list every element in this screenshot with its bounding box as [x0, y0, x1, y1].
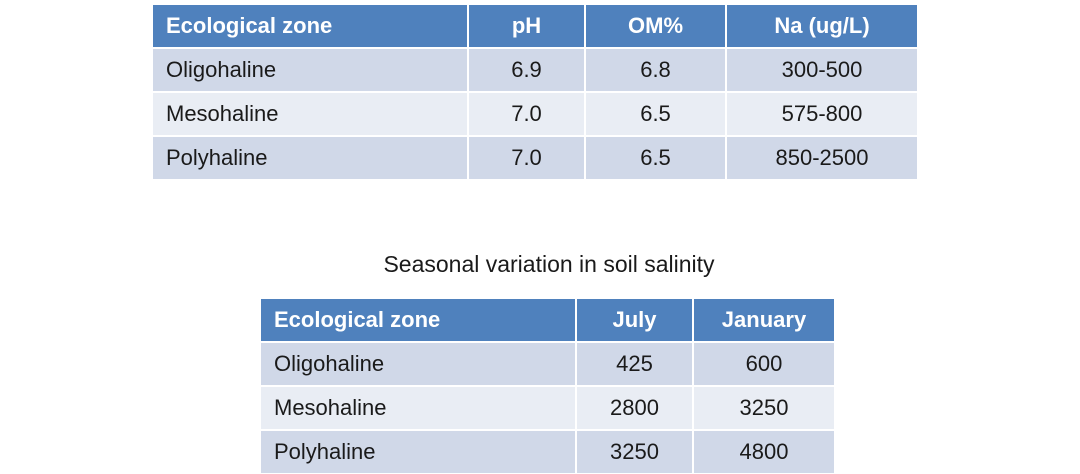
table-row: Mesohaline 7.0 6.5 575-800: [153, 92, 917, 137]
table-header-row: Ecological zone July January: [261, 299, 834, 343]
table-row: Oligohaline 425 600: [261, 342, 834, 387]
column-header-om: OM%: [585, 5, 727, 49]
table-header-row: Ecological zone pH OM% Na (ug/L): [153, 5, 917, 49]
om-cell: 6.5: [585, 136, 727, 179]
zone-cell: Oligohaline: [153, 48, 469, 93]
na-cell: 300-500: [726, 48, 917, 93]
january-cell: 600: [693, 342, 834, 387]
ph-cell: 6.9: [468, 48, 586, 93]
table-caption: Seasonal variation in soil salinity: [383, 251, 715, 277]
table-row: Oligohaline 6.9 6.8 300-500: [153, 48, 917, 93]
january-cell: 3250: [693, 386, 834, 431]
zone-cell: Oligohaline: [261, 342, 577, 387]
soil-properties-table: Ecological zone pH OM% Na (ug/L) Oligoha…: [153, 5, 917, 179]
table-row: Mesohaline 2800 3250: [261, 386, 834, 431]
na-cell: 850-2500: [726, 136, 917, 179]
na-cell: 575-800: [726, 92, 917, 137]
column-header-july: July: [576, 299, 694, 343]
table-row: Polyhaline 7.0 6.5 850-2500: [153, 136, 917, 179]
column-header-ecological-zone: Ecological zone: [261, 299, 577, 343]
column-header-ecological-zone: Ecological zone: [153, 5, 469, 49]
om-cell: 6.8: [585, 48, 727, 93]
om-cell: 6.5: [585, 92, 727, 137]
ph-cell: 7.0: [468, 92, 586, 137]
seasonal-salinity-table: Ecological zone July January Oligohaline…: [261, 299, 834, 473]
column-header-ph: pH: [468, 5, 586, 49]
column-header-na: Na (ug/L): [726, 5, 917, 49]
zone-cell: Mesohaline: [261, 386, 577, 431]
column-header-january: January: [693, 299, 834, 343]
ph-cell: 7.0: [468, 136, 586, 179]
july-cell: 2800: [576, 386, 694, 431]
table-row: Polyhaline 3250 4800: [261, 430, 834, 473]
july-cell: 3250: [576, 430, 694, 473]
zone-cell: Polyhaline: [153, 136, 469, 179]
july-cell: 425: [576, 342, 694, 387]
zone-cell: Polyhaline: [261, 430, 577, 473]
january-cell: 4800: [693, 430, 834, 473]
zone-cell: Mesohaline: [153, 92, 469, 137]
